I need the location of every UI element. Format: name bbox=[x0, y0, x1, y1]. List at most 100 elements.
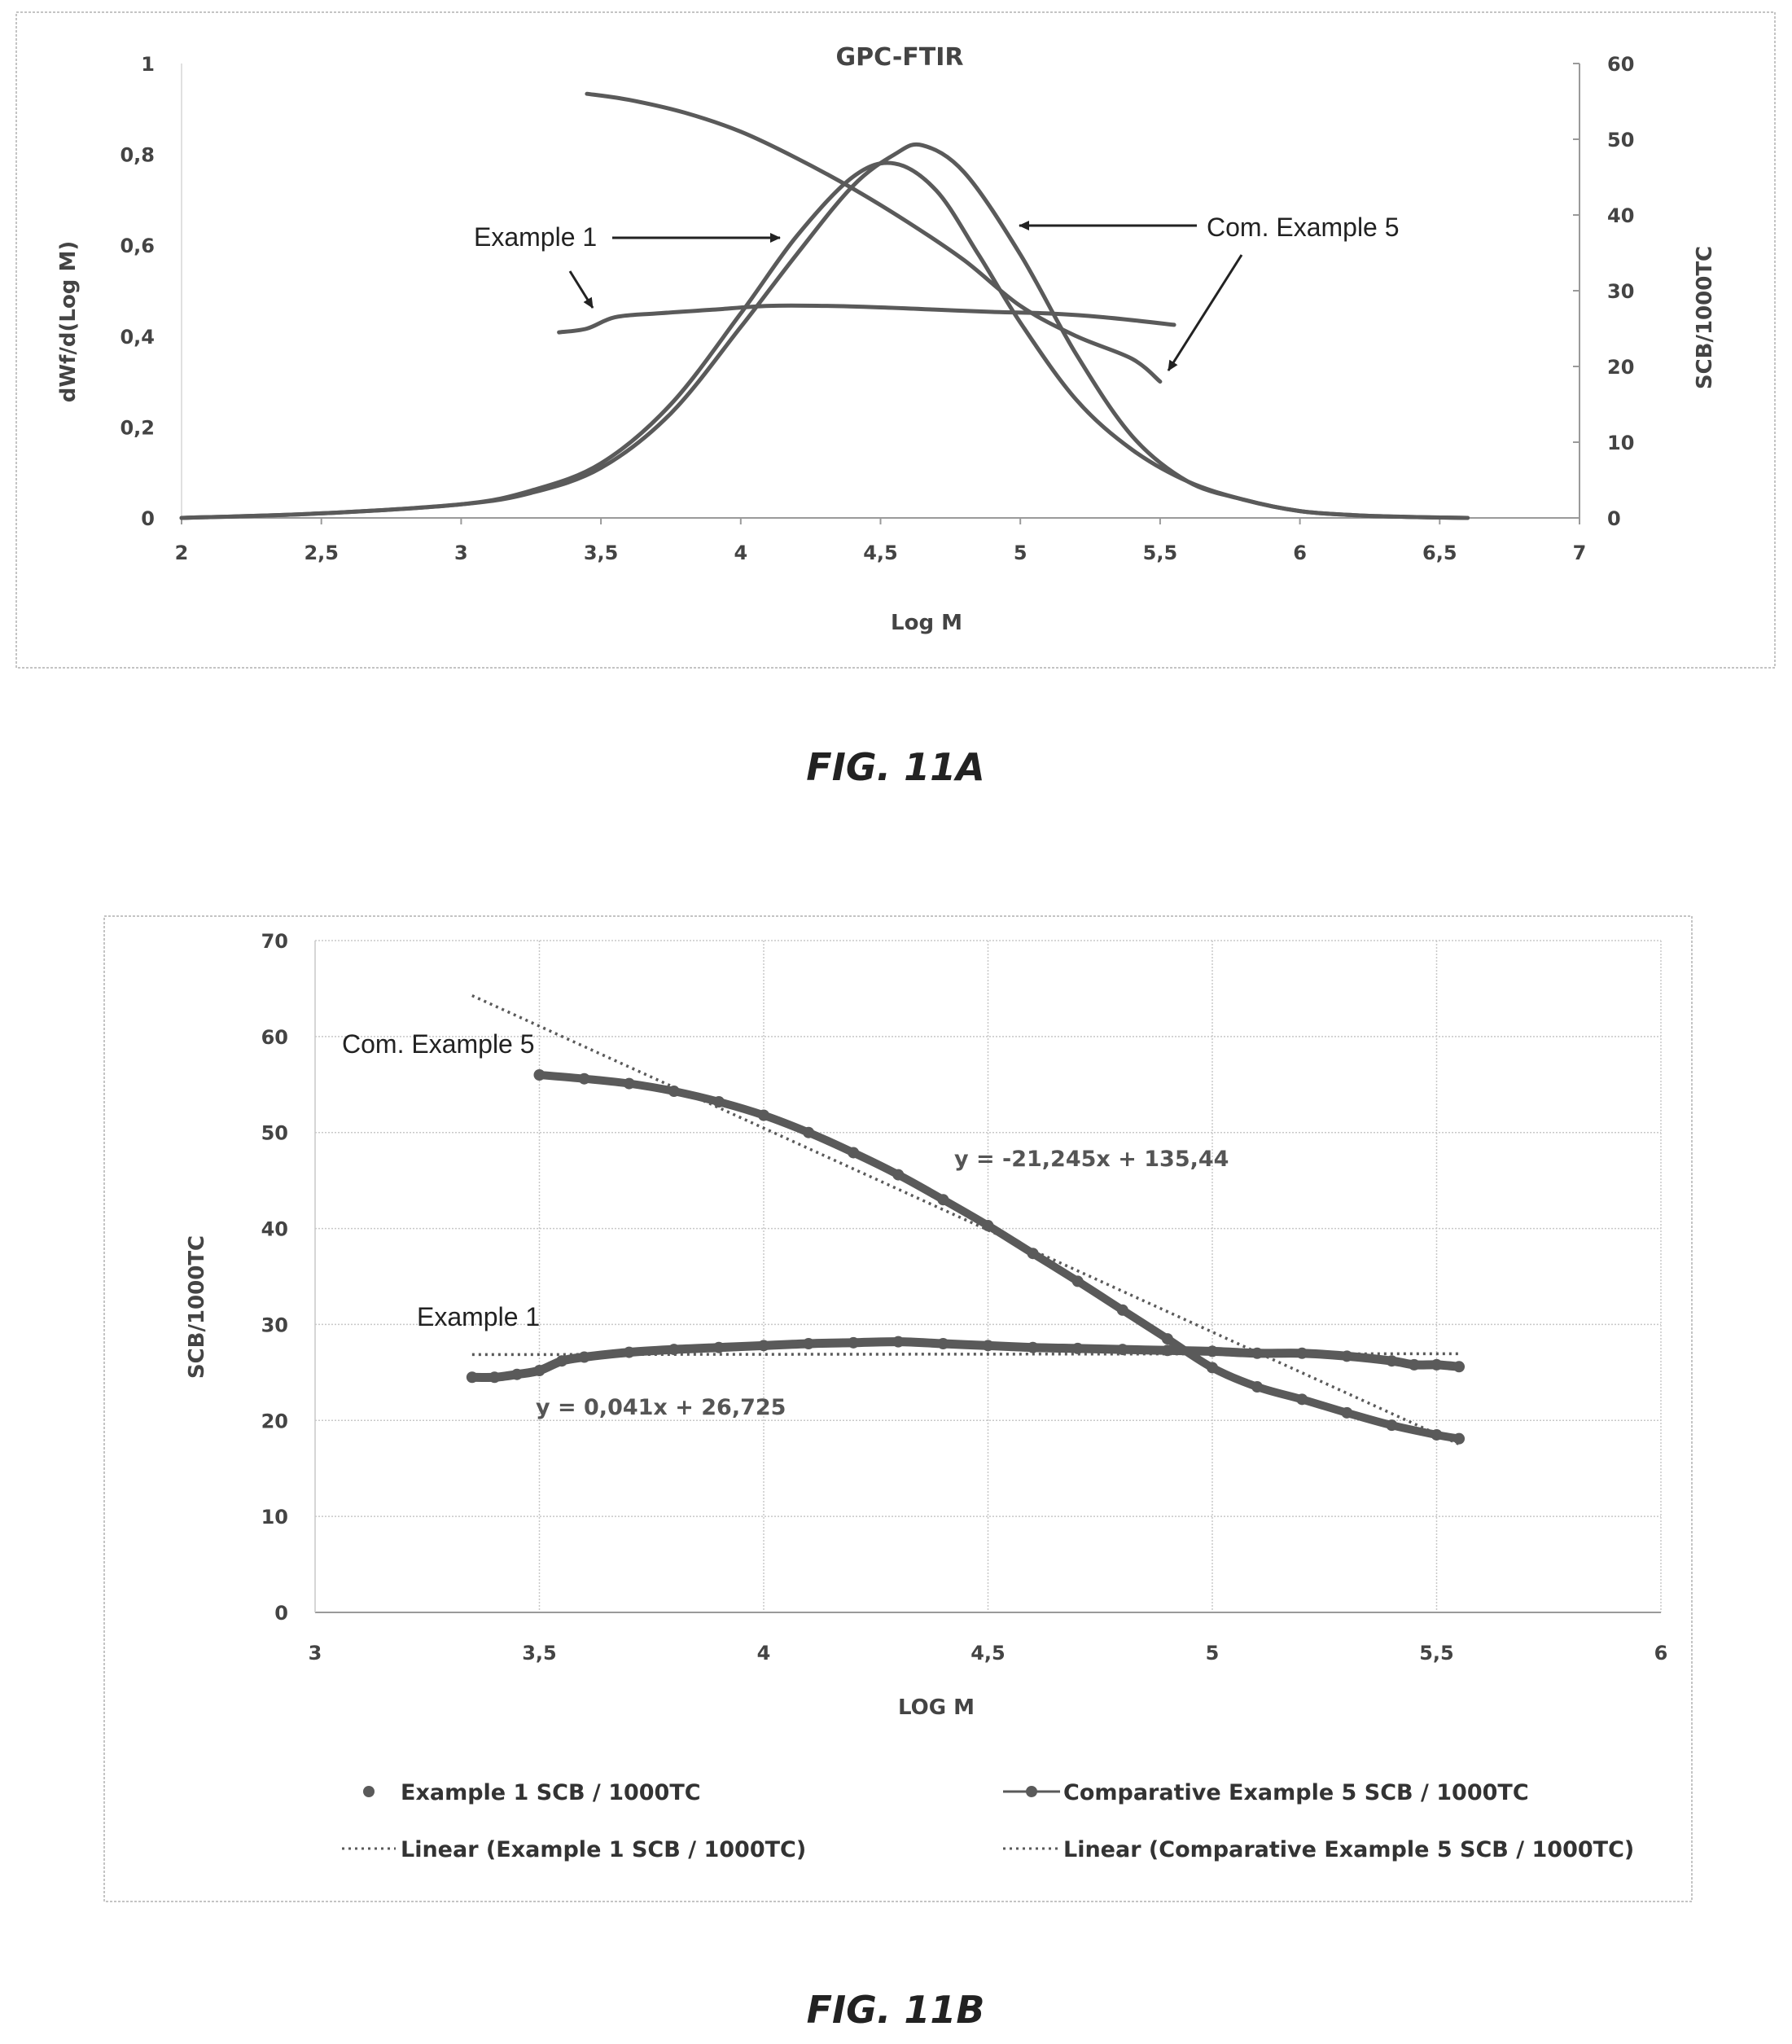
chart-11a-y-tick-label: 1 bbox=[141, 53, 155, 76]
chart-11a-y2-tick-label: 0 bbox=[1607, 507, 1621, 530]
chart-11b-point-comparative-example-5 bbox=[1431, 1428, 1443, 1441]
chart-11b-point-example-1 bbox=[1453, 1361, 1466, 1373]
chart-11a-y-tick-label: 0,2 bbox=[120, 416, 155, 439]
legend-label-linear-example-1: Linear (Example 1 SCB / 1000TC) bbox=[401, 1837, 806, 1862]
chart-11b-point-example-1 bbox=[982, 1340, 994, 1352]
chart-11b-point-example-1 bbox=[848, 1336, 860, 1349]
chart-11b-point-example-1 bbox=[892, 1336, 905, 1348]
chart-11b-x-tick-label: 5,5 bbox=[1419, 1642, 1454, 1665]
chart-11b-equation-com-example-5: y = -21,245x + 135,44 bbox=[954, 1147, 1229, 1172]
chart-11b-point-example-1 bbox=[510, 1368, 523, 1380]
chart-11b-y-axis-title: SCB/1000TC bbox=[185, 1235, 209, 1379]
chart-11b-annotation-example-1: Example 1 bbox=[417, 1302, 540, 1331]
chart-11b-point-example-1 bbox=[533, 1365, 545, 1376]
legend-swatch-example-1 bbox=[363, 1786, 375, 1797]
chart-11b-point-example-1 bbox=[937, 1338, 949, 1349]
legend-label-linear-comparative-example-5: Linear (Comparative Example 5 SCB / 1000… bbox=[1063, 1837, 1634, 1862]
chart-11a-y-axis-title: dWf/d(Log M) bbox=[56, 241, 81, 402]
chart-11b-equation-example-1: y = 0,041x + 26,725 bbox=[536, 1395, 786, 1420]
chart-11a-x-tick-label: 2 bbox=[175, 542, 189, 564]
chart-11b-point-example-1 bbox=[758, 1340, 769, 1352]
chart-11b-point-example-1 bbox=[803, 1338, 815, 1349]
chart-11a-y2-axis-title: SCB/1000TC bbox=[1693, 246, 1717, 389]
chart-11b-point-comparative-example-5 bbox=[803, 1126, 815, 1138]
chart-11b-point-example-1 bbox=[1386, 1355, 1398, 1367]
chart-11b-y-tick-label: 60 bbox=[261, 1026, 288, 1049]
chart-11b-point-example-1 bbox=[1161, 1344, 1173, 1357]
chart-11b-point-comparative-example-5 bbox=[1207, 1362, 1218, 1374]
chart-11b-x-tick-label: 3 bbox=[309, 1642, 322, 1665]
chart-11a-x-tick-label: 3,5 bbox=[584, 542, 619, 564]
chart-11a-y2-tick-label: 50 bbox=[1607, 129, 1634, 151]
chart-11b-x-axis-title: LOG M bbox=[898, 1695, 975, 1720]
chart-11b-point-comparative-example-5 bbox=[892, 1169, 905, 1181]
chart-11b-point-example-1 bbox=[489, 1371, 501, 1384]
legend-label-comparative-example-5: Comparative Example 5 SCB / 1000TC bbox=[1063, 1780, 1529, 1805]
chart-11b-y-tick-label: 0 bbox=[274, 1602, 288, 1625]
chart-11b-legend: Example 1 SCB / 1000TC Comparative Examp… bbox=[342, 1780, 1634, 1862]
chart-11a-x-tick-label: 5 bbox=[1014, 542, 1027, 564]
chart-11b-x-tick-label: 5 bbox=[1206, 1642, 1220, 1665]
chart-11b-point-comparative-example-5 bbox=[668, 1086, 680, 1098]
chart-11b-series-comparative-example-5-line bbox=[535, 1071, 1463, 1443]
chart-11b-point-example-1 bbox=[668, 1344, 680, 1356]
chart-11a-y-tick-label: 0 bbox=[141, 507, 155, 530]
chart-11b-y-tick-label: 70 bbox=[261, 930, 288, 953]
chart-11b-x-tick-label: 3,5 bbox=[522, 1642, 557, 1665]
chart-11b-point-example-1 bbox=[1027, 1341, 1039, 1353]
chart-11a-y2-tick-label: 30 bbox=[1607, 280, 1634, 303]
chart-11b-point-example-1 bbox=[1207, 1345, 1218, 1358]
chart-11b-point-example-1 bbox=[1251, 1347, 1264, 1359]
chart-11b-point-comparative-example-5 bbox=[1161, 1333, 1173, 1345]
legend-swatch-comparative-example-5-dot bbox=[1026, 1786, 1037, 1797]
chart-11a-axes: 2 2,5 3 3,5 4 4,5 5 5,5 6 6,5 700,20,40,60,8101020… bbox=[120, 53, 1634, 564]
chart-11b-point-example-1 bbox=[578, 1351, 590, 1363]
chart-11b-point-example-1 bbox=[712, 1341, 725, 1353]
chart-11b-point-comparative-example-5 bbox=[1453, 1432, 1466, 1445]
chart-11a-annotation-com-example-5: Com. Example 5 bbox=[1207, 213, 1400, 242]
chart-11b-point-comparative-example-5 bbox=[982, 1220, 994, 1232]
chart-11a-x-tick-label: 3 bbox=[454, 542, 468, 564]
chart-11a-y-tick-label: 0,6 bbox=[120, 235, 155, 257]
chart-11b-point-comparative-example-5 bbox=[1251, 1381, 1264, 1393]
chart-11a-title: GPC-FTIR bbox=[836, 43, 964, 72]
chart-11b: 0 10 20 30 40 50 60 70 3 3,5 4 4,5 5 5,5 6 LOG M SCB/1… bbox=[103, 915, 1693, 2032]
chart-11b-point-comparative-example-5 bbox=[1341, 1406, 1353, 1419]
chart-11b-point-comparative-example-5 bbox=[1116, 1304, 1128, 1316]
chart-11b-y-tick-label: 10 bbox=[261, 1506, 288, 1529]
chart-11b-frame bbox=[103, 915, 1693, 1902]
chart-11b-y-tick-label: 50 bbox=[261, 1122, 288, 1145]
chart-11a-annotation-example-1: Example 1 bbox=[474, 222, 597, 252]
chart-11a-series bbox=[179, 91, 1470, 520]
chart-11a-y2-tick-label: 20 bbox=[1607, 356, 1634, 379]
chart-11b-point-example-1 bbox=[1071, 1342, 1084, 1354]
chart-11b-series-example-1-trace bbox=[467, 1337, 1464, 1383]
chart-11b-point-example-1 bbox=[466, 1371, 478, 1384]
chart-11b-point-comparative-example-5 bbox=[578, 1072, 590, 1085]
chart-11a: GPC-FTIR 2 2,5 3 3,5 4 4,5 5 5,5 6 6,5 700,20,40,6… bbox=[15, 11, 1776, 789]
chart-11a-y-tick-label: 0,8 bbox=[120, 144, 155, 167]
chart-11b-point-comparative-example-5 bbox=[623, 1077, 635, 1090]
chart-11b-point-comparative-example-5 bbox=[1386, 1419, 1398, 1432]
chart-11b-annotation-com-example-5: Com. Example 5 bbox=[342, 1029, 535, 1059]
figure-caption-11a: FIG. 11A bbox=[806, 745, 984, 789]
chart-11b-point-example-1 bbox=[1116, 1344, 1128, 1356]
chart-11b-point-example-1 bbox=[1296, 1347, 1308, 1359]
chart-11b-point-comparative-example-5 bbox=[758, 1109, 769, 1121]
chart-11a-x-tick-label: 6 bbox=[1293, 542, 1307, 564]
chart-11b-series bbox=[466, 993, 1466, 1445]
chart-11b-gridlines bbox=[315, 940, 1662, 1612]
chart-11b-point-example-1 bbox=[623, 1346, 635, 1358]
chart-11a-series-com-example-5-mwd bbox=[179, 142, 1470, 520]
chart-11a-y2-tick-label: 60 bbox=[1607, 53, 1634, 76]
chart-11b-x-tick-label: 4,5 bbox=[970, 1642, 1006, 1665]
chart-11a-y2-tick-label: 40 bbox=[1607, 204, 1634, 227]
chart-11b-point-comparative-example-5 bbox=[1027, 1248, 1039, 1260]
chart-11a-arrow-example-1-to-scb bbox=[568, 270, 594, 309]
chart-11b-point-example-1 bbox=[1341, 1350, 1353, 1362]
chart-11a-x-tick-label: 4 bbox=[734, 542, 747, 564]
chart-11a-y-tick-label: 0,4 bbox=[120, 326, 155, 349]
chart-11b-x-tick-label: 6 bbox=[1654, 1642, 1668, 1665]
chart-11b-point-comparative-example-5 bbox=[937, 1194, 949, 1206]
